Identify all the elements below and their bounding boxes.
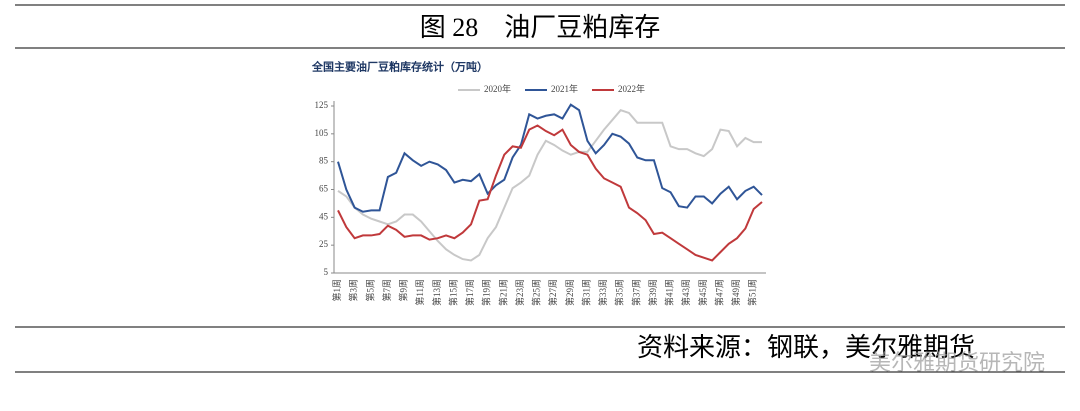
- series-line: [337, 124, 763, 262]
- x-tick-label: 第45周: [697, 279, 708, 306]
- x-tick-label: 第19周: [481, 279, 492, 306]
- x-tick-label: 第39周: [647, 279, 658, 306]
- x-tick-label: 第13周: [431, 279, 442, 306]
- x-tick-label: 第29周: [564, 279, 575, 306]
- chart-title: 全国主要油厂豆粕库存统计（万吨）: [311, 60, 488, 74]
- y-tick-label: 105: [315, 128, 329, 138]
- x-tick-label: 第23周: [514, 279, 525, 306]
- y-tick-label: 5: [324, 267, 329, 277]
- x-tick-label: 第7周: [381, 279, 392, 302]
- watermark: 美尔雅期货研究院: [869, 350, 1045, 375]
- x-tick-label: 第47周: [713, 279, 724, 306]
- legend-label: 2021年: [551, 83, 578, 94]
- y-tick-label: 85: [319, 156, 329, 166]
- x-tick-label: 第5周: [364, 279, 375, 302]
- x-tick-label: 第41周: [664, 279, 675, 306]
- x-tick-label: 第1周: [331, 279, 342, 302]
- figure-title: 图 28 油厂豆粕库存: [420, 13, 661, 42]
- source: 资料来源：钢联，美尔雅期货: [637, 333, 975, 362]
- y-tick-label: 45: [319, 211, 329, 221]
- y-tick-label: 25: [319, 239, 329, 249]
- legend-label: 2020年: [484, 83, 511, 94]
- x-tick-label: 第11周: [414, 279, 425, 306]
- x-tick-label: 第43周: [680, 279, 691, 306]
- legend-label: 2022年: [618, 83, 645, 94]
- x-tick-label: 第15周: [447, 279, 458, 306]
- x-tick-label: 第21周: [497, 279, 508, 306]
- x-tick-label: 第51周: [747, 279, 758, 306]
- x-tick-label: 第3周: [348, 279, 359, 302]
- series-line: [337, 103, 763, 213]
- series-line: [337, 109, 762, 262]
- x-tick-label: 第25周: [531, 279, 542, 306]
- y-tick-label: 125: [315, 100, 329, 110]
- x-tick-label: 第9周: [398, 279, 409, 302]
- x-tick-label: 第31周: [580, 279, 591, 306]
- x-tick-label: 第27周: [547, 279, 558, 306]
- x-tick-label: 第49周: [730, 279, 741, 306]
- x-tick-label: 第17周: [464, 279, 475, 306]
- y-tick-label: 65: [319, 184, 329, 194]
- x-tick-label: 第37周: [630, 279, 641, 306]
- x-tick-label: 第35周: [614, 279, 625, 306]
- x-tick-label: 第33周: [597, 279, 608, 306]
